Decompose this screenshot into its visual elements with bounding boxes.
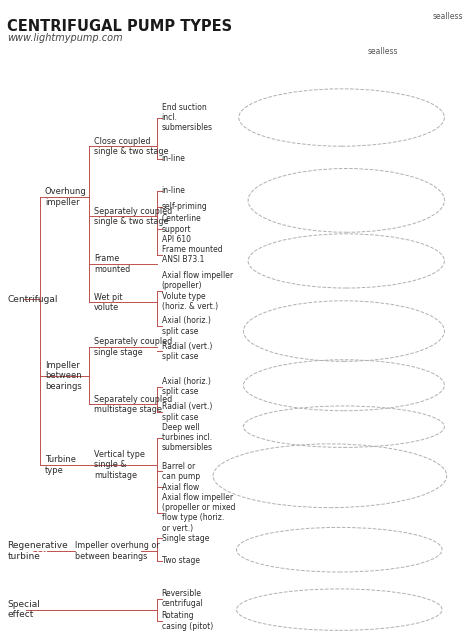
Text: Two stage: Two stage bbox=[162, 556, 200, 565]
Text: Centrifugal: Centrifugal bbox=[8, 294, 58, 303]
Text: Reversible
centrifugal: Reversible centrifugal bbox=[162, 589, 203, 608]
Text: Turbine
type: Turbine type bbox=[45, 455, 76, 475]
Text: Deep well
turbines incl.
submersibles: Deep well turbines incl. submersibles bbox=[162, 422, 213, 453]
Text: Wet pit
volute: Wet pit volute bbox=[94, 293, 122, 312]
Text: in-line: in-line bbox=[162, 186, 185, 195]
Text: Separately coupled
multistage stage: Separately coupled multistage stage bbox=[94, 395, 172, 414]
Text: Single stage: Single stage bbox=[162, 534, 209, 543]
Text: Separately coupled
single & two stage: Separately coupled single & two stage bbox=[94, 206, 172, 226]
Text: Barrel or
can pump: Barrel or can pump bbox=[162, 462, 200, 481]
Text: Centerline
support
API 610: Centerline support API 610 bbox=[162, 214, 201, 244]
Text: Close coupled
single & two stage: Close coupled single & two stage bbox=[94, 136, 168, 156]
Text: Overhung
impeller: Overhung impeller bbox=[45, 188, 87, 207]
Text: Vertical type
single &
multistage: Vertical type single & multistage bbox=[94, 450, 145, 480]
Text: CENTRIFUGAL PUMP TYPES: CENTRIFUGAL PUMP TYPES bbox=[8, 19, 233, 33]
Text: Frame mounted
ANSI B73.1: Frame mounted ANSI B73.1 bbox=[162, 245, 222, 264]
Text: Axial flow: Axial flow bbox=[162, 483, 199, 492]
Text: Impeller
between
bearings: Impeller between bearings bbox=[45, 361, 82, 390]
Text: in-line: in-line bbox=[162, 154, 185, 163]
Text: sealless: sealless bbox=[367, 48, 398, 57]
Text: Frame
mounted: Frame mounted bbox=[94, 255, 130, 274]
Text: www.lightmypump.com: www.lightmypump.com bbox=[8, 33, 123, 42]
Text: Radial (vert.)
split case: Radial (vert.) split case bbox=[162, 403, 212, 422]
Text: Impeller overhung or
between bearings: Impeller overhung or between bearings bbox=[75, 541, 160, 561]
Text: Axial (horiz.)
split case: Axial (horiz.) split case bbox=[162, 316, 210, 336]
Text: sealless: sealless bbox=[433, 12, 463, 21]
Text: Rotating
casing (pitot): Rotating casing (pitot) bbox=[162, 611, 213, 631]
Text: Regenerative
turbine: Regenerative turbine bbox=[8, 541, 68, 561]
Text: Axial flow impeller
(propeller)
Volute type
(horiz. & vert.): Axial flow impeller (propeller) Volute t… bbox=[162, 271, 233, 311]
Text: Radial (vert.)
split case: Radial (vert.) split case bbox=[162, 342, 212, 361]
Text: self-priming: self-priming bbox=[162, 203, 208, 212]
Text: Axial (horiz.)
split case: Axial (horiz.) split case bbox=[162, 377, 210, 396]
Text: End suction
incl.
submersibles: End suction incl. submersibles bbox=[162, 103, 213, 132]
Text: Axial flow impeller
(propeller or mixed
flow type (horiz.
or vert.): Axial flow impeller (propeller or mixed … bbox=[162, 493, 235, 533]
Text: Separately coupled
single stage: Separately coupled single stage bbox=[94, 338, 172, 357]
Text: Special
effect: Special effect bbox=[8, 600, 40, 619]
